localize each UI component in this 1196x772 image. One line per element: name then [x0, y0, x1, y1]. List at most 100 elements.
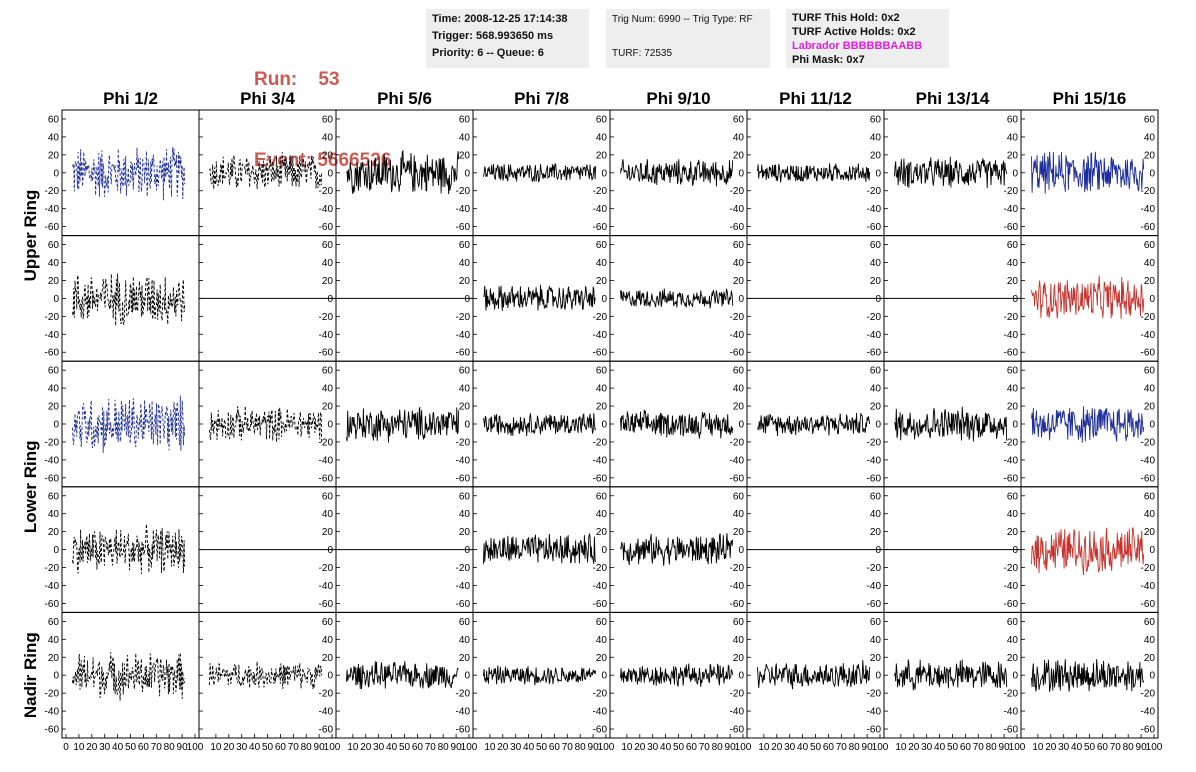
y-tick-label: 60 — [870, 240, 882, 251]
y-tick-label: 0 — [464, 671, 470, 682]
y-tick-label: -40 — [593, 707, 608, 718]
panel: -60 -40 -20 0 20 40 60 — [883, 360, 1022, 488]
y-tick-label: -40 — [867, 330, 882, 341]
row-title: Nadir Ring — [21, 632, 40, 718]
y-tick-label: -40 — [1004, 204, 1019, 215]
x-tick-label: 80 — [575, 742, 587, 753]
x-tick-label: 50 — [125, 742, 137, 753]
x-tick-label: 30 — [373, 742, 385, 753]
x-tick-label: 80 — [164, 742, 176, 753]
y-tick-label: 0 — [738, 294, 744, 305]
panel: -60 -40 -20 0 20 40 60 — [335, 486, 474, 613]
y-tick-label: 60 — [459, 240, 471, 251]
y-tick-label: -60 — [45, 725, 60, 736]
y-tick-label: 20 — [870, 150, 882, 161]
panel-frame — [1020, 235, 1159, 362]
y-tick-label: -40 — [319, 707, 334, 718]
turf-this-hold-text: TURF This Hold: 0x2 — [792, 12, 900, 24]
y-tick-label: 0 — [53, 294, 59, 305]
y-tick-label: -20 — [867, 186, 882, 197]
y-tick-label: 40 — [1144, 258, 1156, 269]
y-tick-label: 20 — [1007, 402, 1019, 413]
panel: -60 -40 -20 0 20 40 60 — [335, 235, 474, 362]
x-tick-label: 90 — [588, 742, 600, 753]
panel: -60 -40 -20 0 20 40 60 — [746, 360, 885, 488]
y-tick-label: 60 — [870, 366, 882, 377]
y-tick-label: 60 — [1144, 114, 1156, 125]
y-tick-label: 40 — [1144, 384, 1156, 395]
waveform-line — [894, 406, 1008, 442]
y-tick-label: -40 — [456, 581, 471, 592]
y-tick-label: 0 — [601, 420, 607, 431]
column-title: Phi 13/14 — [916, 89, 990, 108]
x-tick-label: 80 — [712, 742, 724, 753]
run-label: Run: — [254, 69, 298, 90]
x-tick-label: 50 — [673, 742, 685, 753]
x-tick-label: 100 — [324, 742, 341, 753]
y-tick-label: -60 — [867, 348, 882, 359]
y-tick-label: 0 — [875, 671, 881, 682]
y-tick-label: 60 — [870, 114, 882, 125]
y-tick-label: 20 — [733, 276, 745, 287]
y-tick-label: 20 — [322, 527, 334, 538]
x-tick-label: 80 — [986, 742, 998, 753]
x-tick-label: 100 — [598, 742, 615, 753]
row-titles: Upper Ring Lower Ring Nadir Ring — [21, 190, 40, 718]
column-title: Phi 3/4 — [240, 89, 295, 108]
y-tick-label: 40 — [322, 132, 334, 143]
x-tick-label: 10 — [210, 742, 222, 753]
y-tick-label: 60 — [1007, 491, 1019, 502]
y-tick-label: 60 — [596, 366, 608, 377]
y-tick-label: -40 — [456, 330, 471, 341]
y-tick-label: 0 — [875, 420, 881, 431]
turf-info-box: TURF This Hold: 0x2 TURF Active Holds: 0… — [786, 9, 949, 68]
y-tick-label: 60 — [48, 617, 60, 628]
y-tick-label: -20 — [1004, 563, 1019, 574]
y-tick-label: -40 — [45, 330, 60, 341]
y-tick-label: -60 — [730, 348, 745, 359]
y-tick-label: 60 — [870, 491, 882, 502]
y-tick-label: 60 — [733, 366, 745, 377]
panel: -60 -40 -20 0 20 40 60 — [1020, 486, 1159, 613]
y-tick-label: -60 — [319, 473, 334, 484]
y-tick-label: -20 — [1004, 312, 1019, 323]
y-tick-label: 20 — [733, 402, 745, 413]
waveform-line — [482, 532, 597, 564]
y-tick-label: -20 — [1141, 563, 1156, 574]
y-tick-label: -60 — [867, 222, 882, 233]
y-tick-label: -40 — [593, 330, 608, 341]
panel: -60 -40 -20 0 20 40 60 — [746, 109, 885, 237]
x-tick-label: 50 — [262, 742, 274, 753]
y-tick-label: 0 — [1012, 545, 1018, 556]
y-tick-label: 0 — [601, 168, 607, 179]
y-tick-label: -20 — [1141, 186, 1156, 197]
y-tick-label: 20 — [1007, 150, 1019, 161]
panel: -60 -40 -20 0 20 40 60 — [45, 235, 200, 362]
y-tick-label: 20 — [48, 653, 60, 664]
y-tick-label: -60 — [1141, 725, 1156, 736]
y-tick-label: 60 — [459, 114, 471, 125]
y-tick-label: -40 — [730, 455, 745, 466]
panel: -60 -40 -20 0 20 40 60 — [45, 360, 200, 488]
y-tick-label: 60 — [596, 240, 608, 251]
panel: -60 -40 -20 0 20 40 60 — [45, 611, 200, 739]
y-tick-label: -60 — [730, 473, 745, 484]
y-tick-label: 40 — [1144, 132, 1156, 143]
y-tick-label: -60 — [593, 599, 608, 610]
y-tick-label: 0 — [875, 168, 881, 179]
y-tick-label: -20 — [456, 186, 471, 197]
waveform-line — [620, 159, 734, 187]
panel: -60 -40 -20 0 20 40 60 — [198, 611, 337, 739]
y-tick-label: -20 — [319, 186, 334, 197]
turf-active-holds-text: TURF Active Holds: 0x2 — [792, 26, 916, 38]
waveform-line — [757, 660, 871, 690]
y-tick-label: -60 — [1141, 348, 1156, 359]
y-tick-label: -60 — [867, 725, 882, 736]
waveform-line — [620, 533, 734, 566]
y-tick-label: 40 — [1007, 132, 1019, 143]
trigger-text: Trigger: 568.993650 ms — [432, 30, 554, 42]
y-tick-label: 60 — [459, 491, 471, 502]
y-tick-label: -40 — [319, 204, 334, 215]
y-tick-label: -20 — [319, 312, 334, 323]
waveform-line — [482, 412, 597, 437]
